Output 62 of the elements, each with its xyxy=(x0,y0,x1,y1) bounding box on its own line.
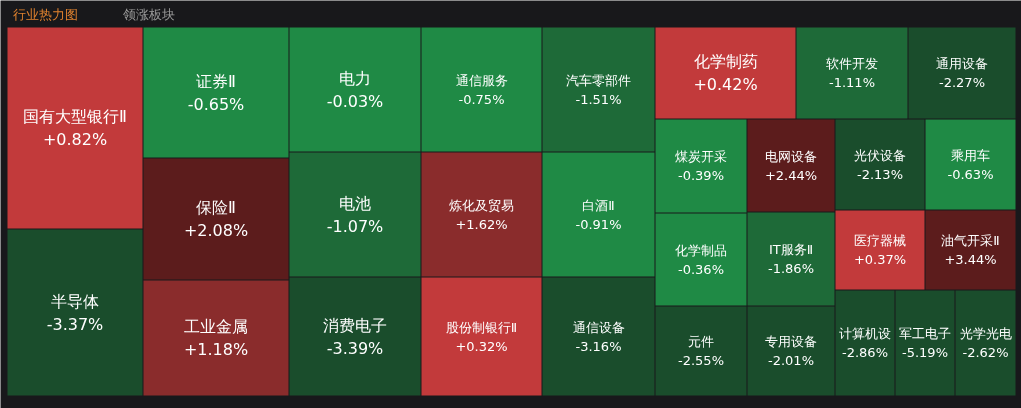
category-label: 煤炭开采 xyxy=(675,149,727,164)
category-label: 证券Ⅱ xyxy=(196,71,236,91)
data-label: -3.37% xyxy=(46,314,104,334)
data-label: -0.39% xyxy=(678,168,725,183)
category-label: 白酒Ⅱ xyxy=(582,197,615,213)
category-label: 汽车零部件 xyxy=(566,72,631,88)
category-label: 乘用车 xyxy=(951,147,990,163)
data-label: -1.07% xyxy=(326,216,384,236)
data-label: -0.63% xyxy=(947,166,994,182)
category-label: 半导体 xyxy=(51,291,99,311)
category-label: 通信服务 xyxy=(455,72,508,88)
data-label: -2.01% xyxy=(768,353,815,368)
data-label: +2.44% xyxy=(764,167,818,183)
category-label: 电力 xyxy=(339,68,371,88)
category-label: 油气开采Ⅱ xyxy=(941,233,1000,248)
data-label: -3.39% xyxy=(326,338,384,358)
data-label: -0.36% xyxy=(678,261,725,277)
category-label: 专用设备 xyxy=(765,334,817,349)
data-label: -2.13% xyxy=(857,166,904,182)
category-label: 股份制银行Ⅱ xyxy=(445,319,518,335)
data-label: +0.37% xyxy=(853,252,907,267)
data-label: +0.32% xyxy=(455,338,508,354)
category-label: IT服务Ⅱ xyxy=(768,242,814,257)
data-label: -2.55% xyxy=(678,353,725,368)
data-label: -5.19% xyxy=(902,345,949,360)
text: 行业热力图 xyxy=(12,7,78,22)
data-label: +0.82% xyxy=(42,130,108,149)
category-label: 保险Ⅱ xyxy=(196,198,236,217)
data-label: -1.11% xyxy=(829,75,876,90)
category-label: 医疗器械 xyxy=(854,233,906,248)
data-label: -0.03% xyxy=(326,91,384,111)
text: 领涨板块 xyxy=(122,7,175,22)
data-label: +0.42% xyxy=(693,75,758,94)
data-label: +1.62% xyxy=(455,216,508,232)
category-label: 通信设备 xyxy=(572,319,625,335)
data-label: -2.86% xyxy=(842,345,889,360)
category-label: 光伏设备 xyxy=(854,147,906,163)
category-label: 元件 xyxy=(688,334,714,349)
data-label: +3.44% xyxy=(944,252,997,267)
data-label: -2.27% xyxy=(939,75,986,90)
category-label: 电池 xyxy=(339,193,371,213)
data-label: -1.86% xyxy=(768,261,815,276)
category-label: 军工电子 xyxy=(899,326,951,341)
category-label: 消费电子 xyxy=(323,315,387,335)
category-label: 光学光电 xyxy=(959,326,1012,341)
category-label: 炼化及贸易 xyxy=(449,197,514,213)
category-label: 软件开发 xyxy=(826,56,878,71)
category-label: 化学制品 xyxy=(675,242,727,258)
data-label: -0.91% xyxy=(575,216,622,232)
data-label: +1.18% xyxy=(183,340,249,359)
category-label: 通用设备 xyxy=(936,56,988,71)
data-label: -0.75% xyxy=(458,91,505,107)
data-label: -2.62% xyxy=(962,345,1009,360)
category-label: 电网设备 xyxy=(765,148,817,164)
category-label: 化学制药 xyxy=(693,52,758,71)
data-label: -3.16% xyxy=(575,338,622,354)
data-label: +2.08% xyxy=(183,221,249,240)
data-label: -1.51% xyxy=(575,91,622,107)
category-label: 国有大型银行Ⅱ xyxy=(23,107,127,126)
data-label: -0.65% xyxy=(187,94,245,114)
category-label: 工业金属 xyxy=(184,317,248,336)
category-label: 计算机设 xyxy=(839,326,891,341)
